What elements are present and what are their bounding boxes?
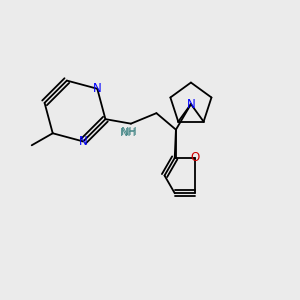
Text: N: N <box>79 135 88 148</box>
Text: NH: NH <box>121 127 138 137</box>
Text: NH: NH <box>120 128 137 138</box>
Text: O: O <box>190 152 200 164</box>
Text: N: N <box>187 98 195 111</box>
Text: N: N <box>93 82 102 95</box>
